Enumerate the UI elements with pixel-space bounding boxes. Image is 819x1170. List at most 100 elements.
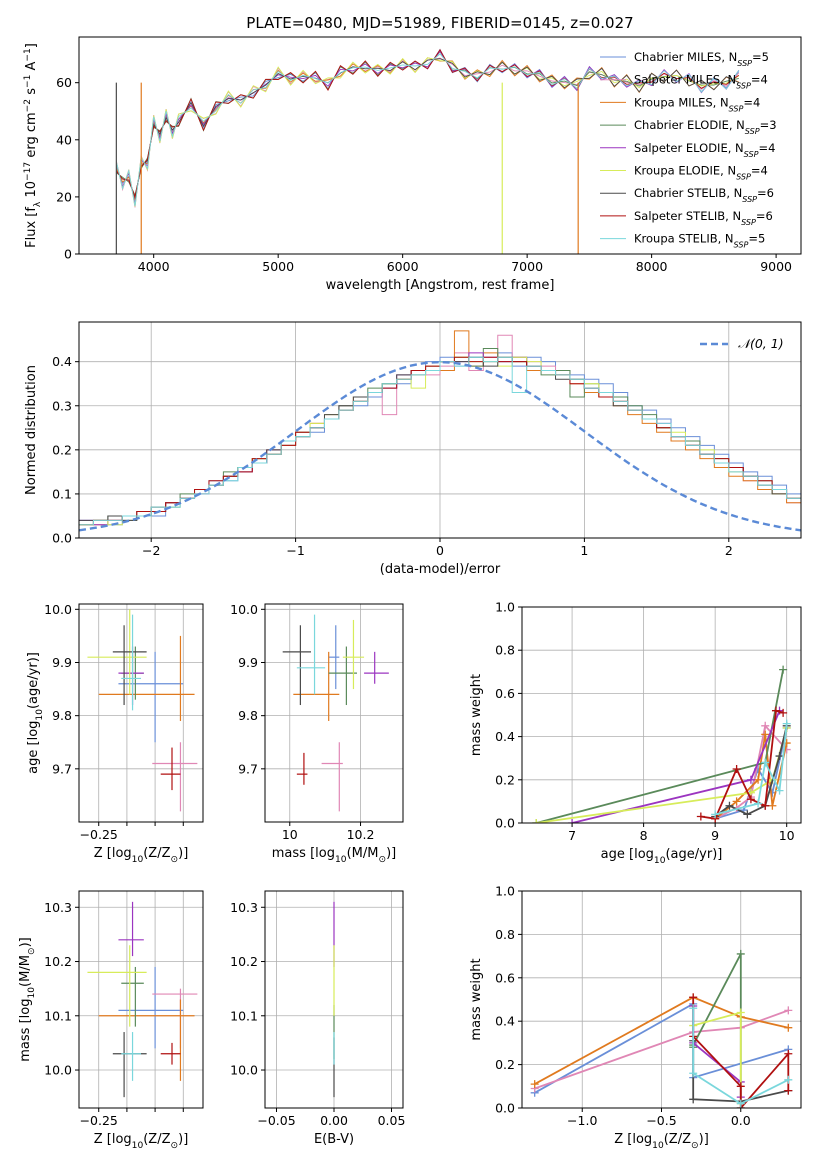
weight-marker: [689, 1095, 698, 1104]
weight-marker: [689, 993, 698, 1002]
massweight_vs_Z-ytick-label: 1.0: [495, 884, 515, 899]
legend-label: Kroupa MILES, NSSP=4: [634, 95, 760, 113]
weight-marker: [761, 758, 770, 767]
age_vs_mass-panel: 10 10.2 9.7 9.8 9.9 10.0 mass [log10(M/M⊙)]: [230, 602, 404, 865]
mass_vs_Z-ytick-label: 10.2: [44, 954, 72, 969]
legend-label: Salpeter ELODIE, NSSP=4: [634, 141, 775, 159]
age_vs_Z-ytick-label: 10.0: [44, 602, 72, 617]
age_vs_mass-ytick-label: 10.0: [230, 602, 258, 617]
histogram-step: [79, 356, 801, 538]
legend-label: Kroupa ELODIE, NSSP=4: [634, 164, 768, 182]
spectrum-xtick-label: 8000: [636, 259, 668, 274]
legend-label: Kroupa STELIB, NSSP=5: [634, 232, 765, 250]
weight-marker: [696, 812, 705, 821]
mass_vs_Z-ytick-label: 10.0: [44, 1063, 72, 1078]
mass_vs_Z-ytick-label: 10.3: [44, 900, 72, 915]
weight-line: [692, 1008, 789, 1105]
weight-marker: [743, 810, 752, 819]
age_vs_Z-ytick-label: 9.9: [52, 655, 72, 670]
age_vs_Z-ytick-label: 9.8: [52, 708, 72, 723]
massweight_vs_Z-xtick-label: −0.5: [646, 1113, 676, 1128]
residual_histogram-xlabel: (data-model)/error: [380, 562, 501, 577]
massweight_vs_Z-xlabel: Z [log10(Z/Z⊙)]: [614, 1132, 709, 1151]
residual_histogram-panel: −2 −1 0 1 2 0.0 0.1 0.2 0.3 0.4 (data-model)/error…: [24, 321, 802, 577]
weight-marker: [761, 721, 770, 730]
spectrum-ytick-label: 0: [64, 247, 72, 262]
weight-marker: [768, 801, 777, 810]
spectrum-ytick-label: 60: [56, 75, 72, 90]
mass_vs_ebv-xtick-label: −0.05: [257, 1113, 295, 1128]
mass_vs_Z-ylabel: mass [log10(M/M⊙)]: [18, 937, 37, 1061]
mass_vs_ebv-ytick-label: 10.3: [230, 900, 258, 915]
mass_vs_Z-xtick-label: −0.25: [80, 1113, 118, 1128]
massweight_vs_age-ytick-label: 0.8: [495, 643, 515, 658]
weight-marker: [532, 819, 541, 823]
mass_vs_ebv-ytick-label: 10.1: [230, 1008, 258, 1023]
legend-label: Salpeter MILES, NSSP=4: [634, 73, 768, 91]
histogram-step: [79, 347, 801, 538]
weight-marker: [746, 775, 755, 784]
massweight_vs_Z-plot-area: [530, 949, 793, 1108]
spectrum-series-line: [115, 53, 740, 207]
weight-marker: [779, 708, 788, 717]
weight-marker: [736, 1082, 745, 1091]
massweight_vs_age-ytick-label: 0.0: [495, 816, 515, 831]
age_vs_mass-ytick-label: 9.8: [238, 708, 258, 723]
weight-marker: [771, 706, 780, 715]
mass_vs_Z-plot-area: [87, 901, 198, 1098]
mass_vs_ebv-ytick-label: 10.0: [230, 1063, 258, 1078]
weight-marker: [782, 719, 791, 728]
mass_vs_Z-xlabel: Z [log10(Z/Z⊙)]: [94, 1132, 189, 1151]
massweight_vs_Z-ytick-label: 0.4: [495, 1014, 515, 1029]
weight-marker: [784, 1006, 793, 1015]
weight-line: [692, 1011, 742, 1104]
massweight_vs_age-plot-area: [532, 665, 791, 823]
residual_histogram-ytick-label: 0.1: [52, 486, 72, 501]
age_vs_mass-frame: [264, 603, 404, 823]
residual_histogram-ylabel: Normed distribution: [24, 365, 39, 495]
weight-marker: [689, 1069, 698, 1078]
age_vs_mass-plot-area: [282, 614, 389, 812]
gaussian-reference-curve: [79, 360, 801, 532]
age_vs_mass-xtick-label: 10: [282, 827, 298, 842]
massweight_vs_age-xlabel: age [log10(age/yr)]: [601, 847, 723, 866]
histogram-step: [79, 356, 801, 538]
massweight_vs_Z-ytick-label: 0.0: [495, 1101, 515, 1116]
mass_vs_Z-panel: −0.25 10.0 10.1 10.2 10.3 Z [log10(Z/Z⊙)] mass…: [18, 890, 204, 1151]
spectrum-ylabel: Flux [fλ 10−17 erg cm−2 s−1 A−1]: [23, 43, 43, 248]
massweight_vs_age-ytick-label: 0.2: [495, 772, 515, 787]
legend-label: Salpeter STELIB, NSSP=6: [634, 209, 773, 227]
weight-marker: [746, 795, 755, 804]
legend-label: Chabrier ELODIE, NSSP=3: [634, 118, 777, 136]
mass_vs_Z-ytick-label: 10.1: [44, 1008, 72, 1023]
residual_histogram-plot-area: [79, 330, 801, 538]
weight-marker: [779, 665, 788, 674]
spectrum-legend: Chabrier MILES, NSSP=5 Salpeter MILES, NS…: [600, 50, 777, 249]
age_vs_Z-plot-area: [87, 609, 198, 812]
weight-marker: [736, 1099, 745, 1108]
spectrum-frame: [78, 36, 802, 255]
histogram-step: [79, 356, 801, 538]
massweight_vs_Z-xtick-label: −1.0: [567, 1113, 597, 1128]
figure-title: PLATE=0480, MJD=51989, FIBERID=0145, z=0…: [246, 14, 633, 32]
spectrum-xtick-label: 7000: [511, 259, 543, 274]
mass_vs_ebv-ytick-label: 10.2: [230, 954, 258, 969]
weight-line: [534, 1009, 789, 1090]
age_vs_Z-frame: [78, 603, 204, 823]
weight-marker: [761, 730, 770, 739]
spectrum-ytick-label: 20: [56, 189, 72, 204]
massweight_vs_age-ytick-label: 0.4: [495, 729, 515, 744]
massweight_vs_Z-ytick-label: 0.8: [495, 927, 515, 942]
weight-marker: [784, 1075, 793, 1084]
age_vs_mass-xlabel: mass [log10(M/M⊙)]: [272, 846, 396, 865]
massweight_vs_age-xtick-label: 9: [711, 828, 719, 843]
spectrum-ytick-label: 40: [56, 132, 72, 147]
massweight_vs_Z-ytick-label: 0.2: [495, 1057, 515, 1072]
mass_vs_Z-frame: [78, 890, 204, 1109]
mass_vs_ebv-xlabel: E(B-V): [314, 1132, 354, 1147]
weight-marker: [725, 801, 734, 810]
residual_histogram-xtick-label: 1: [580, 543, 588, 558]
spectrum-xtick-label: 4000: [138, 259, 170, 274]
weight-line: [714, 734, 788, 820]
